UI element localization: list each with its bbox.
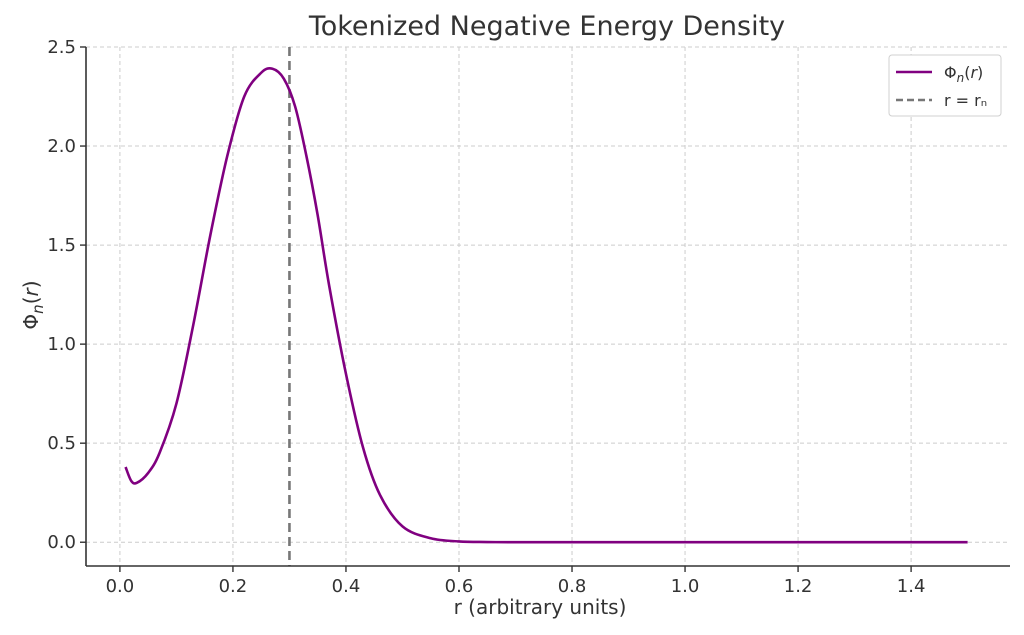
- legend-label-phi-n: Φn(r): [944, 63, 983, 85]
- legend: Φn(r) r = rₙ: [888, 54, 1002, 117]
- x-tick-label: 0.8: [558, 576, 587, 597]
- y-axis-label: Φn(r): [19, 280, 47, 329]
- x-tick-label: 1.2: [784, 576, 813, 597]
- legend-box: [888, 54, 1002, 117]
- series-lines: [124, 67, 968, 544]
- x-axis-label: r (arbitrary units): [454, 595, 627, 619]
- y-tick-label: 1.5: [47, 235, 76, 256]
- x-tick-label: 1.0: [671, 576, 700, 597]
- y-tick-label: 0.5: [47, 433, 76, 454]
- x-tick-label: 0.6: [445, 576, 474, 597]
- y-tick-label: 0.0: [47, 532, 76, 553]
- series-line-phi-n: [124, 67, 968, 544]
- y-tick-label: 1.0: [47, 334, 76, 355]
- legend-label-rn: r = rₙ: [944, 91, 987, 110]
- axes: [80, 46, 1010, 572]
- chart-title: Tokenized Negative Energy Density: [308, 11, 785, 42]
- x-tick-label: 0.0: [106, 576, 135, 597]
- tick-labels: 0.0 0.2 0.4 0.6 0.8 1.0 1.2 1.4 0.0 0.5 1.0 1.5 2.0 2…: [47, 37, 925, 597]
- x-tick-label: 0.2: [219, 576, 248, 597]
- grid: [86, 46, 1010, 566]
- x-tick-label: 1.4: [897, 576, 926, 597]
- y-tick-label: 2.0: [47, 136, 76, 157]
- y-tick-label: 2.5: [47, 37, 76, 58]
- x-tick-label: 0.4: [332, 576, 361, 597]
